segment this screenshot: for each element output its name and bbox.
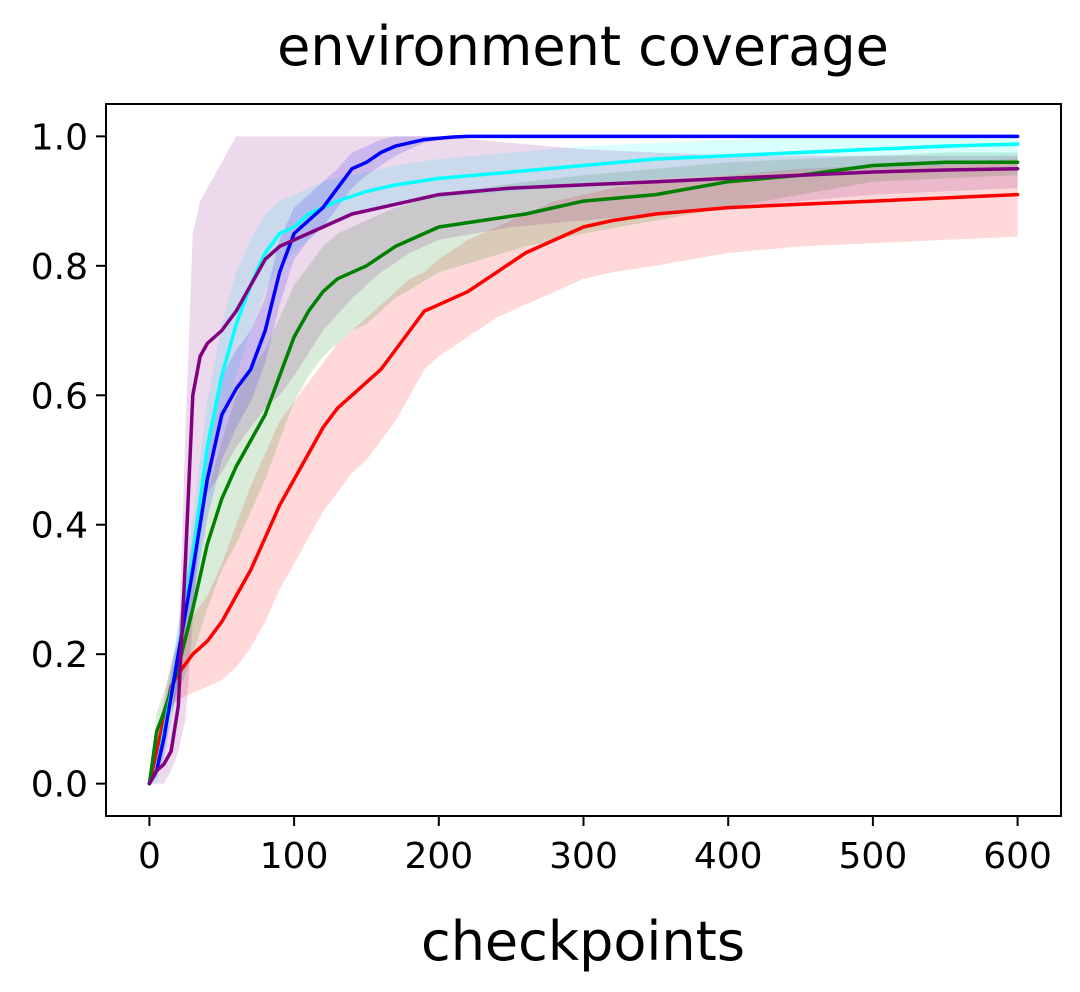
y-tick-label: 0.6 xyxy=(31,376,88,417)
series-lines xyxy=(147,134,1020,786)
x-tick-label: 500 xyxy=(839,836,908,877)
x-tick-label: 600 xyxy=(983,836,1052,877)
y-tick-label: 1.0 xyxy=(31,117,88,158)
y-axis-ticks: 0.0 0.2 0.4 0.6 0.8 1.0 xyxy=(31,117,106,806)
series-band-4 xyxy=(149,136,1018,784)
x-tick-label: 400 xyxy=(694,836,763,877)
x-tick-label: 0 xyxy=(138,836,161,877)
y-tick-label: 0.2 xyxy=(31,635,88,676)
chart-title: environment coverage xyxy=(277,15,889,78)
x-tick-label: 200 xyxy=(404,836,473,877)
series-line-2 xyxy=(147,142,1020,786)
series-line-1 xyxy=(147,160,1020,786)
x-tick-label: 100 xyxy=(260,836,329,877)
x-tick-label: 300 xyxy=(549,836,618,877)
y-tick-label: 0.4 xyxy=(31,506,88,547)
confidence-bands xyxy=(149,136,1018,784)
series-line-0 xyxy=(147,192,1020,786)
x-axis-ticks: 0 100 200 300 400 500 600 xyxy=(138,816,1052,877)
x-axis-label: checkpoints xyxy=(421,910,745,973)
y-tick-label: 0.0 xyxy=(31,765,88,806)
y-tick-label: 0.8 xyxy=(31,247,88,288)
series-band-0 xyxy=(149,159,1018,784)
series-line-4 xyxy=(147,166,1020,786)
series-band-1 xyxy=(149,152,1018,784)
series-line-3 xyxy=(147,134,1020,786)
